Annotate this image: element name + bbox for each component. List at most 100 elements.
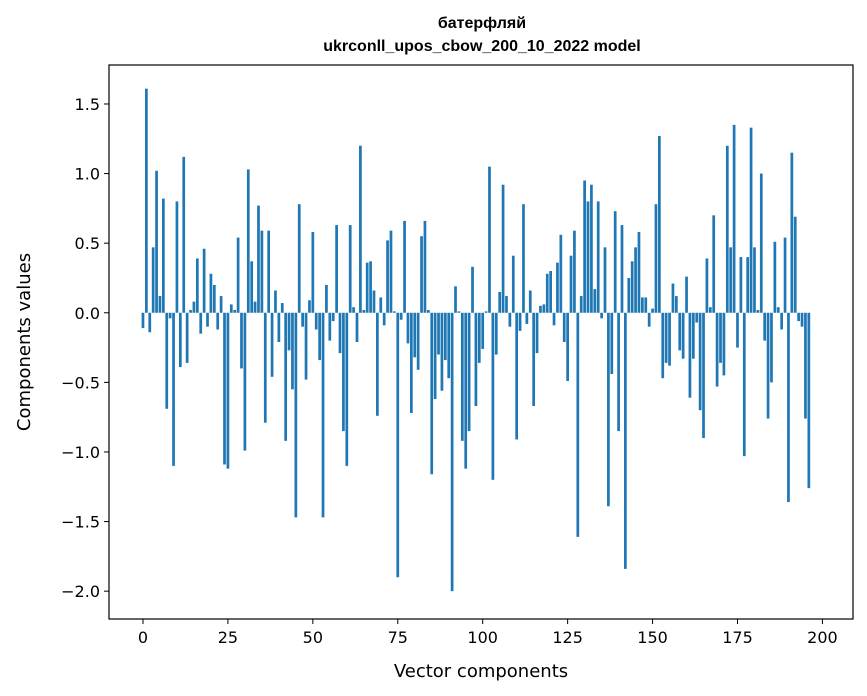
bar [637,232,641,313]
y-tick-label: −1.5 [61,513,100,532]
bar [770,312,773,383]
bar [433,312,437,400]
bar [695,312,699,323]
bar [430,312,434,475]
bar [355,312,359,342]
bar [691,312,695,359]
bar [654,204,658,313]
bar [681,312,685,359]
bar [263,312,267,423]
bar [212,284,216,313]
bar [199,312,203,334]
bar [569,255,573,313]
bar [420,236,423,313]
x-tick-label: 100 [467,628,498,647]
bar [219,296,223,313]
bar [145,88,148,313]
bar [644,297,648,313]
bar [376,312,379,416]
bar [172,312,175,466]
bar [352,307,355,313]
bar [158,296,162,313]
bar [155,170,158,313]
bar [437,312,440,355]
bar [457,311,461,313]
bar [348,225,352,313]
bar [413,312,417,358]
x-tick-label: 25 [218,628,238,647]
bar [501,184,505,313]
bar [314,312,318,330]
bar [596,201,600,313]
bar [749,127,753,313]
bar [787,312,790,503]
chart-subtitle: ukrconll_upos_cbow_200_10_2022 model [323,38,640,55]
bar [484,311,488,313]
bar [505,296,508,313]
bar [443,312,447,361]
bar [362,309,366,313]
bar [403,220,406,313]
bar [511,255,515,313]
bar [562,312,566,342]
bar [216,312,220,330]
bar [328,312,332,341]
bar [141,312,145,329]
x-axis: 0 25 50 75 100 125 150 175 200 [138,619,838,647]
y-tick-label: −0.5 [61,373,100,392]
bar [308,300,311,313]
bar [270,312,274,377]
bar [168,312,172,319]
bar [386,240,389,313]
bar [742,312,746,457]
y-axis-label: Components values [14,253,35,431]
bar [763,312,767,341]
bar [630,261,634,313]
bar [165,312,169,409]
bar [736,312,739,348]
bar [304,312,308,380]
bar [379,297,383,313]
bar [780,312,784,330]
bar [719,312,722,363]
bar [454,286,457,313]
bar [746,257,750,313]
bar [579,296,583,313]
bar [399,312,403,320]
bar [318,312,321,361]
bar [253,301,257,313]
bar [297,204,301,313]
bar [576,312,580,537]
y-tick-label: 1.5 [75,95,100,114]
bar-series [141,88,811,592]
bar [539,305,542,313]
bar [460,312,464,441]
chart-title: батерфляй [438,15,526,32]
bar [342,312,345,432]
bar [494,312,498,355]
bar [178,312,182,368]
bar [658,135,661,313]
bar [545,273,549,313]
x-tick-label: 125 [552,628,583,647]
bar [518,312,522,331]
bar [274,290,277,313]
bar [195,258,199,313]
bar [440,312,444,391]
bar [525,312,529,324]
bar [549,271,552,313]
bar [294,312,298,518]
bar [797,312,800,322]
bar [698,312,702,411]
bar [236,237,240,313]
bar [423,220,427,313]
bar [257,205,260,313]
bar [688,312,692,398]
x-tick-label: 175 [722,628,753,647]
bar [712,215,716,313]
bar [280,303,284,313]
bar [287,312,291,351]
bar [182,156,186,313]
x-tick-label: 200 [807,628,838,647]
